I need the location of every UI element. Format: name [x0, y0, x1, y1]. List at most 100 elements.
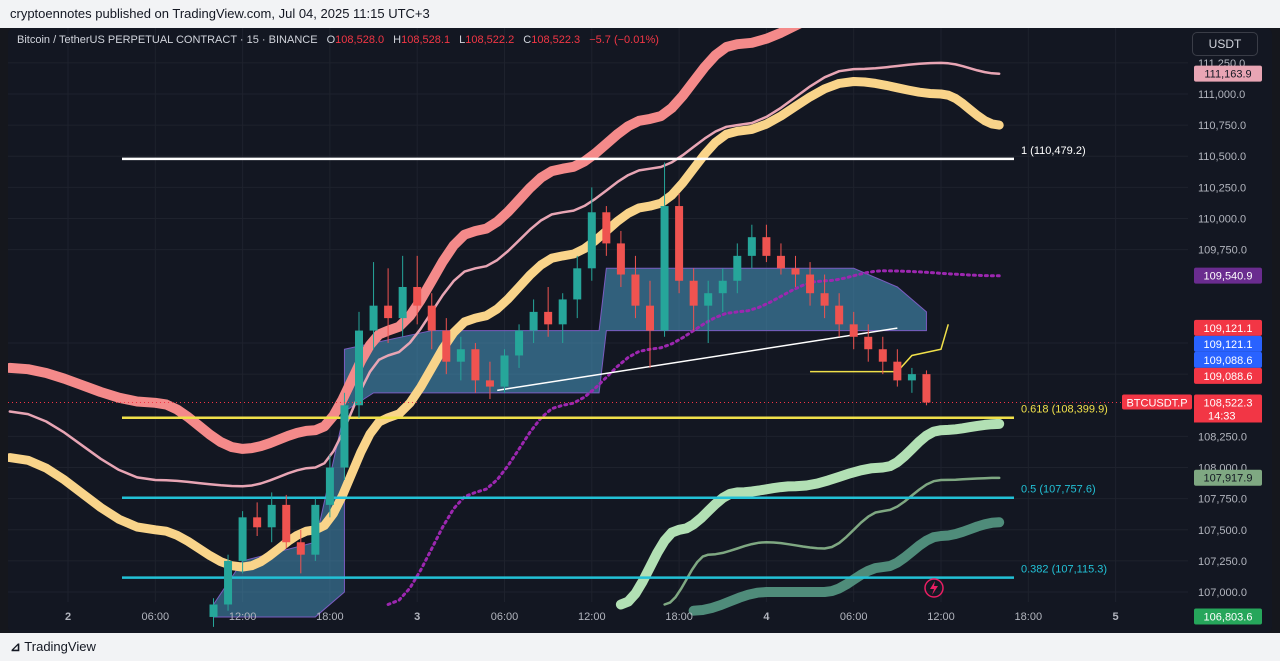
- trend-line: [497, 327, 898, 392]
- candle-body: [544, 311, 553, 325]
- symbol-tag: [1122, 394, 1192, 410]
- candle-body: [806, 274, 815, 294]
- publish-header: cryptoennotes published on TradingView.c…: [0, 0, 1280, 28]
- x-tick-label: 5: [1113, 611, 1119, 623]
- tradingview-logo-icon[interactable]: ⊿: [10, 639, 21, 654]
- lower-band-2: [663, 476, 1001, 606]
- candle-body: [558, 299, 567, 325]
- stop-line: [810, 324, 949, 373]
- upper-outer-band: [8, 28, 802, 454]
- price-badge-text: 107,917.9: [1204, 473, 1253, 485]
- y-tick-label: 109,750.0: [1198, 245, 1247, 257]
- candle-body: [325, 467, 334, 505]
- price-badge: [1194, 469, 1262, 486]
- candle-body: [820, 293, 829, 306]
- candle-body: [238, 517, 247, 561]
- symbol-tag-text: BTCUSDT.P: [1126, 397, 1187, 409]
- candle-body: [442, 330, 451, 362]
- price-badge-text: 108,522.3: [1204, 397, 1253, 409]
- candle-body: [587, 212, 596, 269]
- footer-bar: ⊿ TradingView: [0, 633, 1280, 661]
- price-badge: [1194, 394, 1262, 411]
- candle-body: [413, 286, 422, 306]
- x-tick-label: 18:00: [1015, 611, 1043, 623]
- candle-body: [631, 274, 640, 306]
- x-tick-label: 12:00: [229, 611, 257, 623]
- symbol-name: Bitcoin / TetherUS PERPETUAL CONTRACT · …: [17, 34, 318, 46]
- price-badge-text: 109,088.6: [1204, 371, 1253, 383]
- candle-body: [282, 504, 291, 543]
- candle-body: [922, 374, 931, 403]
- price-badge-text: 111,163.9: [1204, 69, 1251, 81]
- candle-body: [747, 237, 756, 256]
- x-tick-label: 12:00: [927, 611, 955, 623]
- candle-body: [427, 305, 436, 331]
- candle-body: [515, 330, 524, 356]
- y-tick-label: 110,000.0: [1198, 214, 1246, 226]
- low-value: 108,522.2: [465, 34, 515, 46]
- price-badge: [1194, 351, 1262, 368]
- countdown-badge: [1194, 408, 1262, 423]
- candle-body: [209, 604, 218, 617]
- candle-body: [602, 212, 611, 244]
- upper-inner-band: [8, 61, 1001, 488]
- price-chart[interactable]: 1 (110,479.2) 0.618 (108,399.9) 0.5 (107,7…: [8, 28, 1272, 633]
- publish-header-text: cryptoennotes published on TradingView.c…: [10, 6, 430, 21]
- price-badge-text: 109,088.6: [1204, 355, 1253, 367]
- candle-body: [907, 374, 916, 381]
- x-tick-label: 12:00: [578, 611, 606, 623]
- x-tick-label: 06:00: [840, 611, 868, 623]
- candle-body: [485, 380, 494, 387]
- open-value: 108,528.0: [335, 34, 385, 46]
- high-label: H: [393, 34, 402, 46]
- y-tick-label: 111,000.0: [1198, 89, 1245, 101]
- candle-body: [864, 336, 873, 350]
- candle-body: [529, 311, 538, 331]
- candle-body: [689, 280, 698, 306]
- candle-body: [456, 349, 465, 362]
- price-badge: [1194, 267, 1262, 284]
- candle-body: [224, 560, 233, 605]
- x-tick-label: 3: [414, 611, 420, 623]
- price-badge: [1194, 319, 1262, 336]
- fib-label: 0.618 (108,399.9): [1021, 404, 1108, 416]
- candle-body: [500, 355, 509, 387]
- candle-body: [296, 542, 305, 555]
- footer-brand[interactable]: TradingView: [24, 639, 96, 654]
- open-label: O: [326, 34, 336, 46]
- fib-label: 0.5 (107,757.6): [1021, 484, 1096, 496]
- y-tick-label: 110,250.0: [1198, 182, 1246, 194]
- candle-body: [733, 255, 742, 281]
- candle-body: [893, 361, 902, 381]
- candle-body: [616, 243, 625, 275]
- price-badge: [1194, 608, 1262, 625]
- candle-body: [878, 349, 887, 362]
- x-tick-label: 18:00: [316, 611, 344, 623]
- dotted-moving-average: [386, 269, 1001, 606]
- price-badge: [1194, 335, 1262, 352]
- candle-body: [384, 305, 393, 319]
- candle-body: [660, 206, 669, 331]
- x-tick-label: 06:00: [491, 611, 519, 623]
- y-tick-label: 110,750.0: [1198, 120, 1246, 132]
- close-value: 108,522.3: [531, 34, 581, 46]
- candle-body: [573, 268, 582, 300]
- fib-label: 0.382 (107,115.3): [1021, 564, 1107, 576]
- chart-pane[interactable]: 1 (110,479.2) 0.618 (108,399.9) 0.5 (107,7…: [8, 28, 1272, 633]
- alert-icon: [924, 578, 944, 598]
- price-badge-text: 109,540.9: [1204, 271, 1253, 283]
- candle-body: [791, 268, 800, 275]
- y-tick-label: 107,500.0: [1198, 525, 1247, 537]
- lower-band-3: [688, 517, 1005, 616]
- y-tick-label: 110,500.0: [1198, 151, 1246, 163]
- currency-button[interactable]: USDT: [1192, 32, 1258, 56]
- change-value: −5.7 (−0.01%): [589, 34, 659, 46]
- x-tick-label: 4: [763, 611, 770, 623]
- candle-body: [311, 504, 320, 555]
- y-tick-label: 107,750.0: [1198, 494, 1247, 506]
- x-tick-label: 2: [65, 611, 71, 623]
- countdown-text: 14:33: [1208, 410, 1236, 422]
- x-tick-label: 18:00: [665, 611, 693, 623]
- candle-body: [398, 286, 407, 319]
- lower-band-1: [615, 418, 1005, 610]
